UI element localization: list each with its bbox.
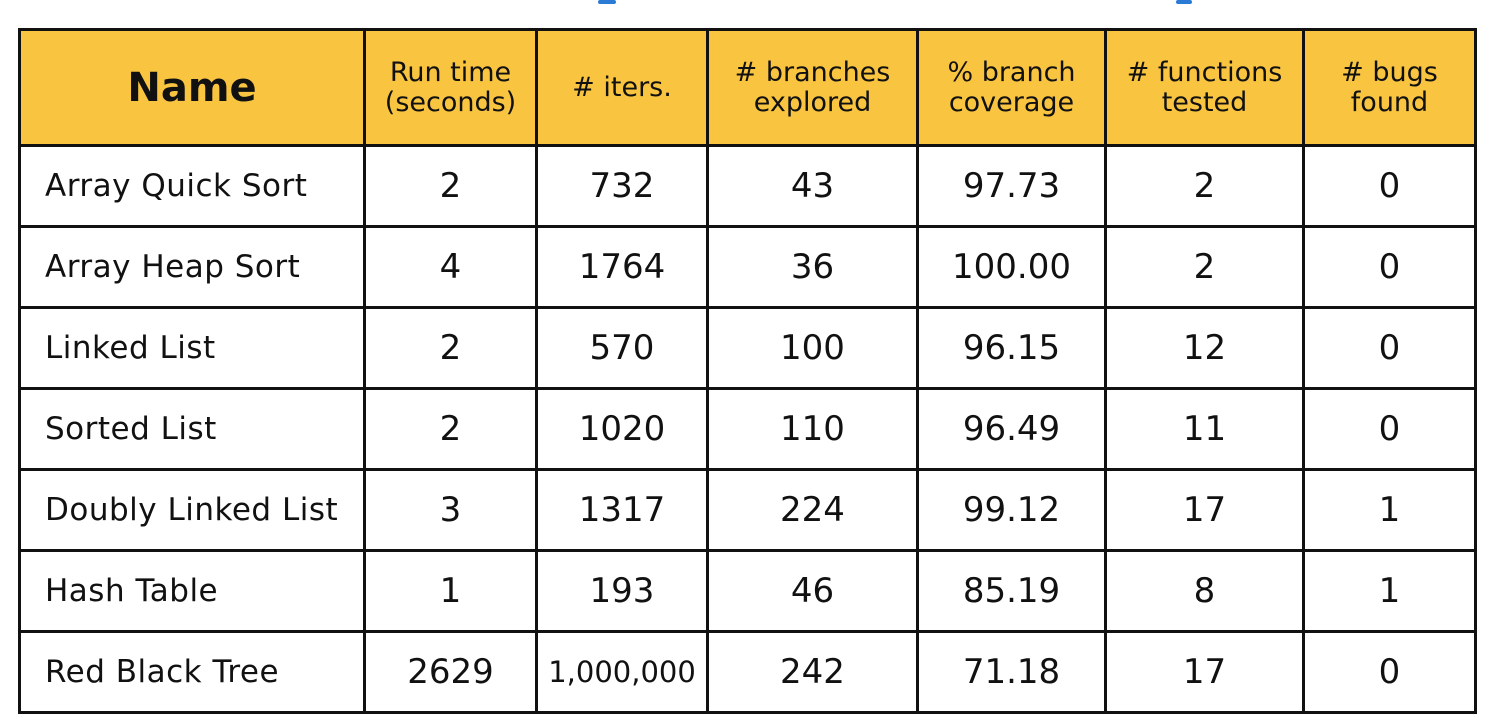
cell-coverage: 100.00 (916, 225, 1107, 309)
cell-run-time: 1 (363, 549, 538, 633)
table-row: Array Heap Sort 4 1764 36 100.00 2 0 (18, 225, 1477, 309)
cell-branches: 46 (706, 549, 919, 633)
cell-branches: 110 (706, 387, 919, 471)
cell-functions: 17 (1104, 468, 1305, 552)
cell-coverage: 85.19 (916, 549, 1107, 633)
cell-bugs: 0 (1302, 144, 1477, 228)
cell-run-time: 2 (363, 306, 538, 390)
header-branch-coverage: % branch coverage (916, 28, 1107, 147)
cell-functions: 8 (1104, 549, 1305, 633)
table-row: Array Quick Sort 2 732 43 97.73 2 0 (18, 144, 1477, 228)
cell-functions: 17 (1104, 630, 1305, 714)
cell-bugs: 1 (1302, 549, 1477, 633)
header-functions-tested: # functions tested (1104, 28, 1305, 147)
cell-bugs: 0 (1302, 387, 1477, 471)
cell-coverage: 99.12 (916, 468, 1107, 552)
header-bugs-found: # bugs found (1302, 28, 1477, 147)
header-branches-explored: # branches explored (706, 28, 919, 147)
table-row: Sorted List 2 1020 110 96.49 11 0 (18, 387, 1477, 471)
cell-run-time: 4 (363, 225, 538, 309)
header-row: Name Run time (seconds) # iters. # branc… (18, 28, 1477, 147)
table-row: Red Black Tree 2629 1,000,000 242 71.18 … (18, 630, 1477, 714)
cell-bugs: 0 (1302, 225, 1477, 309)
cell-branches: 43 (706, 144, 919, 228)
results-table-container: Name Run time (seconds) # iters. # branc… (18, 28, 1477, 714)
cell-coverage: 97.73 (916, 144, 1107, 228)
cell-iterations: 1,000,000 (535, 630, 709, 714)
table-row: Linked List 2 570 100 96.15 12 0 (18, 306, 1477, 390)
results-table: Name Run time (seconds) # iters. # branc… (18, 28, 1477, 714)
cell-functions: 12 (1104, 306, 1305, 390)
cell-branches: 36 (706, 225, 919, 309)
cell-name: Sorted List (18, 387, 366, 471)
header-iterations: # iters. (535, 28, 709, 147)
cell-name: Array Heap Sort (18, 225, 366, 309)
header-name: Name (18, 28, 366, 147)
cell-bugs: 0 (1302, 306, 1477, 390)
cell-iterations: 193 (535, 549, 709, 633)
table-row: Hash Table 1 193 46 85.19 8 1 (18, 549, 1477, 633)
header-run-time: Run time (seconds) (363, 28, 538, 147)
cell-functions: 2 (1104, 225, 1305, 309)
cell-iterations: 732 (535, 144, 709, 228)
cell-iterations: 1317 (535, 468, 709, 552)
cell-run-time: 2 (363, 144, 538, 228)
cell-run-time: 2 (363, 387, 538, 471)
cell-bugs: 0 (1302, 630, 1477, 714)
cell-run-time: 3 (363, 468, 538, 552)
cell-name: Doubly Linked List (18, 468, 366, 552)
cell-coverage: 96.49 (916, 387, 1107, 471)
cell-functions: 2 (1104, 144, 1305, 228)
cell-bugs: 1 (1302, 468, 1477, 552)
table-row: Doubly Linked List 3 1317 224 99.12 17 1 (18, 468, 1477, 552)
top-accent-stroke-right (1176, 0, 1192, 4)
cell-coverage: 96.15 (916, 306, 1107, 390)
cell-name: Array Quick Sort (18, 144, 366, 228)
cell-name: Red Black Tree (18, 630, 366, 714)
cell-branches: 100 (706, 306, 919, 390)
cell-functions: 11 (1104, 387, 1305, 471)
cell-name: Linked List (18, 306, 366, 390)
cell-name: Hash Table (18, 549, 366, 633)
cell-iterations: 1020 (535, 387, 709, 471)
cell-iterations: 1764 (535, 225, 709, 309)
cell-branches: 224 (706, 468, 919, 552)
cell-branches: 242 (706, 630, 919, 714)
cell-coverage: 71.18 (916, 630, 1107, 714)
cell-iterations: 570 (535, 306, 709, 390)
cell-run-time: 2629 (363, 630, 538, 714)
top-accent-stroke-left (598, 0, 616, 4)
